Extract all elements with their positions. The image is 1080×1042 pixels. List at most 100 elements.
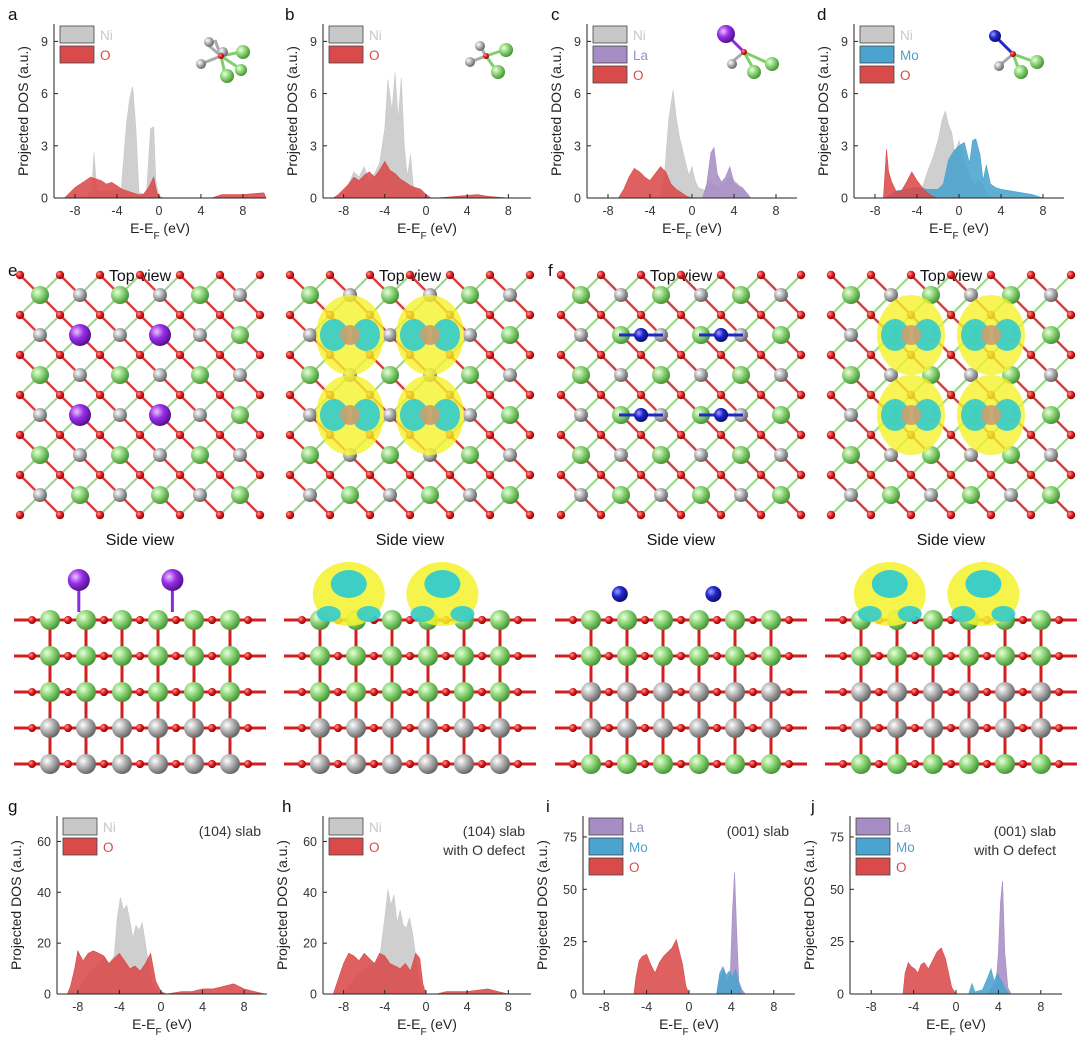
structure-f-top-plain [556, 270, 806, 520]
o-atom [208, 724, 216, 732]
legend-label-ni: Ni [369, 820, 382, 835]
o-atom [605, 760, 613, 768]
o-atom [556, 310, 566, 320]
o-atom [370, 760, 378, 768]
isosurface-cyan [316, 606, 341, 622]
o-atom [911, 652, 919, 660]
o-atom [826, 270, 836, 280]
li-atom [191, 286, 209, 304]
x-tick-label: 0 [422, 204, 429, 218]
o-atom [136, 724, 144, 732]
y-tick-label: 6 [574, 87, 581, 101]
li-atom [151, 486, 169, 504]
isosurface-cyan [352, 399, 380, 431]
li-atom [461, 286, 479, 304]
o-atom [1055, 724, 1063, 732]
li-atom [501, 326, 519, 344]
o-atom [1019, 652, 1027, 660]
o-atom [514, 616, 522, 624]
ni-atom [884, 448, 898, 462]
isosurface-core [981, 405, 1001, 425]
ni-atom [689, 718, 709, 738]
ni-atom [193, 328, 207, 342]
o-atom [677, 652, 685, 660]
x-axis-label-unit: (eV) [427, 1016, 457, 1032]
o-atom [906, 470, 916, 480]
li-atom [1031, 610, 1051, 630]
li-atom [220, 646, 240, 666]
li-atom [501, 406, 519, 424]
o-atom [172, 760, 180, 768]
o-atom [756, 310, 766, 320]
x-axis-label-subscript: F [952, 231, 958, 242]
li-atom [772, 406, 790, 424]
isosurface-cyan [432, 319, 460, 351]
isosurface-core [420, 405, 440, 425]
o-atom [55, 270, 65, 280]
li-atom [235, 64, 247, 76]
isosurface-cyan [356, 606, 381, 622]
ni-atom [689, 682, 709, 702]
o-atom [756, 350, 766, 360]
o-atom [947, 652, 955, 660]
li-atom [1030, 55, 1044, 69]
o-atom [406, 724, 414, 732]
ni-atom [574, 408, 588, 422]
legend-swatch-la [855, 817, 891, 836]
dos-chart-d: -8 -4 0 4 8 0 3 6 9 E-EF (eV) Projected DOS (a.u.)… [815, 24, 1064, 242]
o-atom [796, 470, 806, 480]
o-atom [136, 760, 144, 768]
ni-atom [303, 408, 317, 422]
o-atom [175, 310, 185, 320]
li-atom [842, 446, 860, 464]
o-atom [442, 724, 450, 732]
ni-atom [40, 718, 60, 738]
x-tick-label: -8 [602, 204, 613, 218]
o-atom [569, 616, 577, 624]
ni-atom [725, 682, 745, 702]
ni-atom [73, 368, 87, 382]
li-atom [995, 646, 1015, 666]
isosurface-cyan [913, 399, 941, 431]
crystal-structures-layer [14, 270, 1077, 774]
y-tick-label: 3 [310, 139, 317, 153]
legend-swatch-o [328, 837, 364, 856]
legend-label-ni: Ni [633, 28, 646, 43]
o-atom [285, 350, 295, 360]
li-atom [761, 754, 781, 774]
isosurface-cyan [400, 319, 428, 351]
o-atom [596, 470, 606, 480]
o-atom [1010, 51, 1016, 57]
li-atom [1042, 326, 1060, 344]
o-atom [255, 350, 265, 360]
li-atom [499, 43, 513, 57]
li-atom [191, 366, 209, 384]
panel-label-i: i [546, 797, 550, 816]
o-atom [569, 724, 577, 732]
ni-atom [475, 41, 485, 51]
dos-chart-c: -8 -4 0 4 8 0 3 6 9 E-EF (eV) Projected DOS (a.u.)… [548, 24, 797, 242]
x-tick-label: 4 [464, 204, 471, 218]
isosurface-cyan [400, 399, 428, 431]
x-tick-label: -8 [869, 204, 880, 218]
legend-i: La Mo O [588, 817, 648, 876]
ni-atom [884, 368, 898, 382]
o-atom [1066, 430, 1076, 440]
o-atom [983, 652, 991, 660]
o-atom [370, 724, 378, 732]
ni-atom [346, 718, 366, 738]
dos-series-o-h [333, 952, 529, 995]
li-atom [381, 286, 399, 304]
legend-j: La Mo O [855, 817, 915, 876]
o-atom [135, 470, 145, 480]
li-atom [689, 754, 709, 774]
legend-label-o: O [369, 840, 380, 855]
o-atom [285, 470, 295, 480]
o-atom [485, 310, 495, 320]
li-atom [653, 754, 673, 774]
o-atom [1055, 616, 1063, 624]
o-atom [136, 688, 144, 696]
o-atom [1019, 760, 1027, 768]
ni-atom [233, 448, 247, 462]
legend-label-o: O [100, 48, 111, 63]
